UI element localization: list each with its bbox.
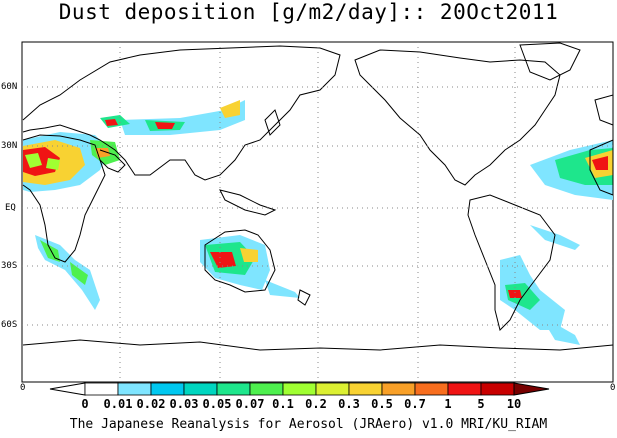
coast-arabia [99,149,126,173]
coast-north-america [354,49,561,186]
colorbar-swatch [414,382,449,396]
graticule [22,42,613,382]
colorbar-tick-label: 0.03 [169,397,199,411]
colorbar-right-arrow [513,382,550,396]
colorbar-swatch [348,382,383,396]
colorbar-tick-label: 0.02 [136,397,166,411]
colorbar-tick-label: 1 [444,397,452,411]
colorbar-swatch [447,382,482,396]
colorbar-tick-label: 0.3 [338,397,360,411]
lon-label-left: 0 [20,383,26,393]
colorbar-tick-label: 0.01 [103,397,133,411]
colorbar-swatch [84,382,119,396]
colorbar-swatch [480,382,515,396]
lat-label-60s: 60S [1,320,18,330]
lat-label-60n: 60N [1,82,18,92]
colorbar-swatch [216,382,251,396]
lat-label-30s: 30S [1,261,18,271]
colorbar-swatch [249,382,284,396]
coast-australia [204,229,276,293]
colorbar-swatch [150,382,185,396]
lat-label-30n: 30N [1,141,18,151]
coast-africa [22,134,106,263]
colorbar-tick-label: 0.2 [305,397,327,411]
map-title: Dust deposition [g/m2/day]:: 20Oct2011 [58,0,559,24]
coast-eurasia [22,45,341,181]
lat-label-eq: EQ [5,203,16,213]
coast-southeast-asia [219,189,277,216]
colorbar-tick-label: 0.5 [371,397,393,411]
coast-antarctica [22,339,614,351]
colorbar-swatch [183,382,218,396]
coast-west-africa [589,139,614,196]
colorbar-left-arrow [49,382,86,396]
colorbar-swatch [117,382,152,396]
coast-greenland [519,42,581,81]
dust-deposition-shading [23,100,613,345]
coast-south-america [467,194,556,331]
colorbar-swatch [315,382,350,396]
colorbar-swatch [282,382,317,396]
colorbar-tick-label: 0.7 [404,397,426,411]
colorbar-swatch [381,382,416,396]
lon-label-right: 0 [610,383,616,393]
colorbar-tick-label: 0.05 [202,397,232,411]
coast-new-zealand [297,289,311,306]
footer-credit: The Japanese Reanalysis for Aerosol (JRA… [69,417,548,432]
colorbar-tick-label: 10 [506,397,522,411]
coastlines [22,42,614,351]
colorbar-tick-label: 0 [81,397,89,411]
colorbar-tick-label: 0.07 [235,397,265,411]
colorbar-tick-label: 0.1 [272,397,294,411]
coast-japan [264,109,281,136]
colorbar-tick-label: 5 [477,397,485,411]
coast-iberia [594,94,614,126]
